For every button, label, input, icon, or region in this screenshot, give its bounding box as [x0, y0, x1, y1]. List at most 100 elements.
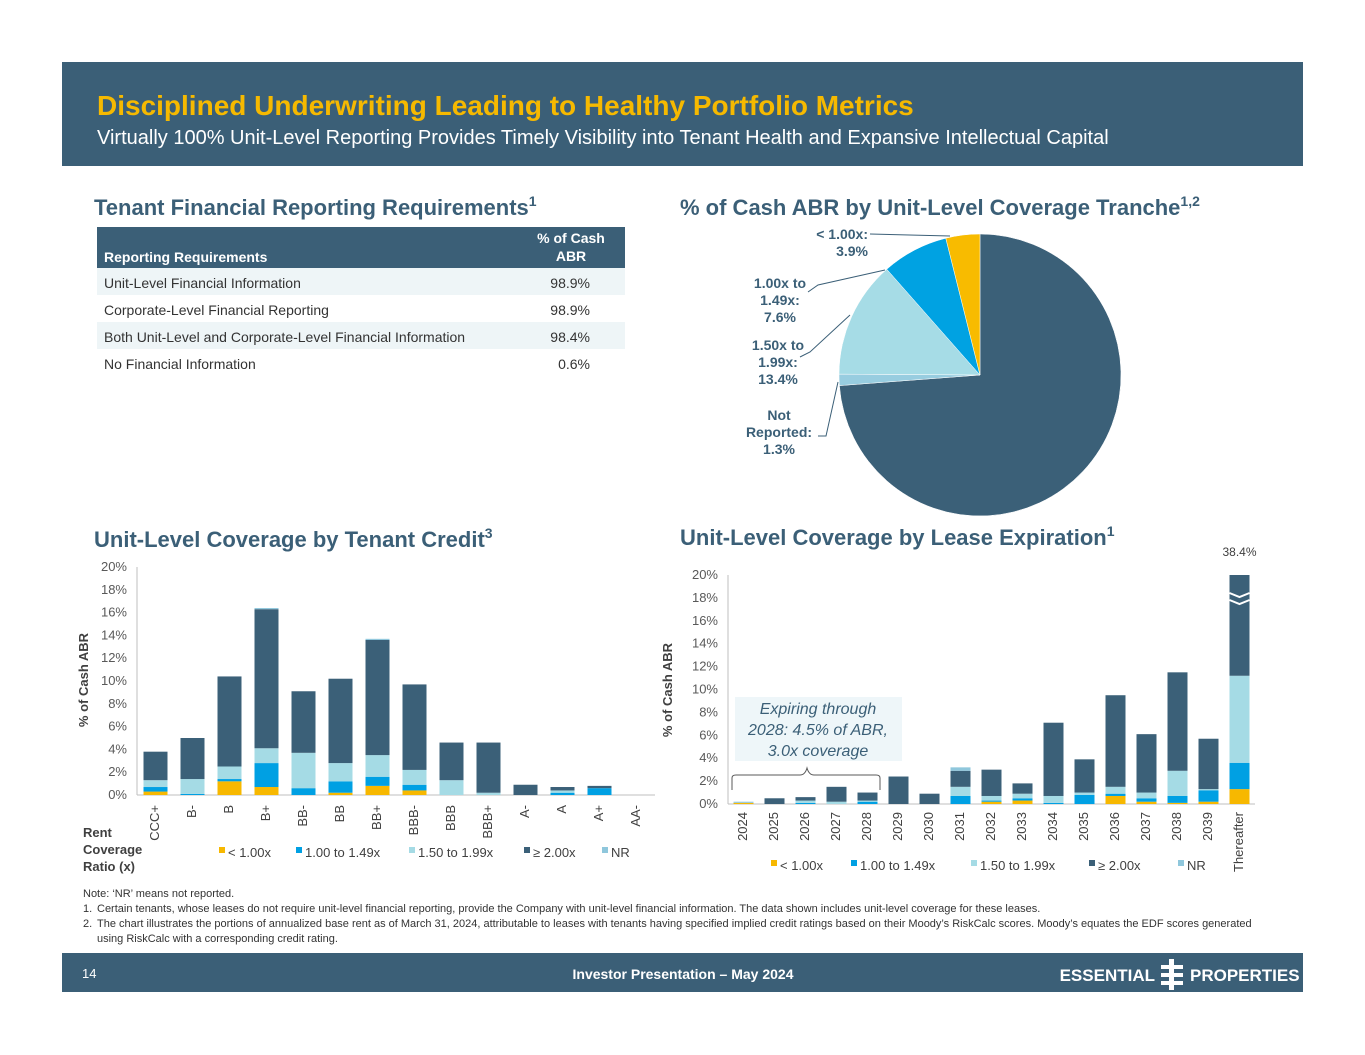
leader-line	[799, 314, 851, 358]
x-tick-label: 2025	[766, 812, 781, 841]
annotation-box	[735, 697, 902, 761]
legend-label: 1.50 to 1.99x	[980, 858, 1056, 873]
bar-segment	[1043, 802, 1064, 804]
y-tick-label: 10%	[692, 682, 718, 697]
bar-segment	[1229, 675, 1250, 763]
bar-segment	[733, 801, 754, 803]
legend-label: ≥ 2.00x	[1098, 858, 1141, 873]
x-tick-label: 2028	[859, 812, 874, 841]
section-title: Unit-Level Coverage by Tenant Credit3	[94, 525, 493, 552]
legend-swatch	[1089, 860, 1095, 866]
row-band	[97, 268, 625, 295]
legend-swatch	[524, 847, 530, 853]
legend-swatch	[296, 847, 302, 853]
x-tick-label: Thereafter	[1231, 811, 1246, 872]
bar-segment	[826, 801, 847, 804]
y-tick-label: 0%	[108, 787, 127, 802]
title-text: % of Cash ABR by Unit-Level Coverage Tra…	[680, 195, 1180, 220]
bar-segment	[981, 795, 1002, 801]
y-tick-label: 14%	[101, 627, 127, 642]
bar-segment	[1105, 786, 1126, 794]
x-tick-label: 2035	[1076, 812, 1091, 841]
bar-segment	[402, 790, 427, 795]
logo-text: ESSENTIAL	[1060, 966, 1155, 985]
bar-segment	[1105, 795, 1126, 804]
x-tick-label: 2037	[1138, 812, 1153, 841]
legend-label: 1.00 to 1.49x	[860, 858, 936, 873]
x-tick-label: 2031	[952, 812, 967, 841]
x-tick-label: 2024	[735, 812, 750, 841]
bar-segment	[1167, 672, 1188, 771]
y-tick-label: 6%	[699, 727, 718, 742]
bar-segment	[888, 776, 909, 804]
bar-segment	[1012, 798, 1033, 801]
x-tick-label: AA-	[628, 805, 643, 827]
bar-segment	[1229, 789, 1250, 804]
y-tick-label: 12%	[101, 650, 127, 665]
bar-segment	[981, 800, 1002, 802]
y-tick-label: 4%	[108, 741, 127, 756]
y-tick-label: 0%	[699, 796, 718, 811]
x-tick-label: 2036	[1107, 812, 1122, 841]
table-header	[97, 227, 625, 268]
bar-segment	[1229, 575, 1250, 676]
pie-slice	[945, 233, 981, 376]
header-band	[62, 62, 1303, 166]
bar-segment	[764, 798, 785, 804]
y-tick-label: 16%	[692, 613, 718, 628]
bar-segment	[439, 780, 464, 795]
bar-segment	[1136, 792, 1157, 799]
cell: 0.6%	[558, 356, 590, 372]
bar-segment	[795, 800, 816, 803]
x-tick-label: BB-	[295, 805, 310, 827]
bar-segment	[1043, 722, 1064, 796]
bar-segment	[795, 797, 816, 801]
bar-segment	[1167, 795, 1188, 803]
bar-segment	[587, 785, 612, 789]
bar-segment	[950, 786, 971, 796]
cell: 98.4%	[550, 329, 590, 345]
bar-segment	[1043, 795, 1064, 803]
note-number: 1.	[83, 903, 93, 915]
bar-segment	[402, 784, 427, 791]
bar-segment	[981, 769, 1002, 796]
bar-segment	[950, 767, 971, 771]
cell: 98.9%	[550, 302, 590, 318]
bar-segment	[587, 788, 612, 795]
bars	[143, 608, 612, 795]
bar-segment	[291, 691, 316, 753]
x-tick-label: B-	[184, 805, 199, 818]
y-tick-label: 6%	[108, 719, 127, 734]
bar-segment	[1136, 801, 1157, 804]
cell: Corporate-Level Financial Reporting	[104, 302, 329, 318]
slice-label: 1.49x:	[760, 292, 800, 308]
slice-label: Not	[767, 407, 791, 423]
bar-segment	[733, 802, 754, 804]
x-tick-label: BB+	[369, 805, 384, 830]
x-tick-label: 2026	[797, 812, 812, 841]
bar-segment	[365, 638, 390, 640]
legend-title: Coverage	[83, 842, 142, 857]
bar-segment	[857, 792, 878, 801]
bar-segment	[291, 788, 316, 795]
x-tick-label: A	[554, 805, 569, 814]
note-number: 2.	[83, 918, 93, 930]
bar-segment	[1198, 738, 1219, 790]
x-tick-label: B+	[258, 805, 273, 821]
note-item: 2. The chart illustrates the portions of …	[83, 917, 1273, 947]
y-axis-label: % of Cash ABR	[76, 632, 91, 727]
footnote-ref: 1,2	[1180, 193, 1200, 209]
footnote-ref: 1	[1107, 523, 1115, 539]
slice-value-label: 3.9%	[836, 243, 868, 259]
bars	[733, 575, 1250, 804]
x-tick-label: 2029	[890, 812, 905, 841]
y-tick-label: 4%	[699, 750, 718, 765]
section-title: Unit-Level Coverage by Lease Expiration1	[680, 523, 1115, 550]
legend-title: Rent	[83, 825, 113, 840]
legend-label: < 1.00x	[228, 845, 272, 860]
bar-segment	[254, 609, 279, 749]
y-tick-label: 2%	[108, 764, 127, 779]
y-tick-label: 18%	[692, 590, 718, 605]
page-number: 14	[82, 966, 96, 981]
